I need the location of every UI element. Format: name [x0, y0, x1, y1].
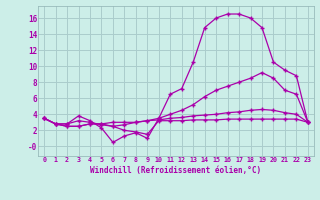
X-axis label: Windchill (Refroidissement éolien,°C): Windchill (Refroidissement éolien,°C)	[91, 166, 261, 175]
